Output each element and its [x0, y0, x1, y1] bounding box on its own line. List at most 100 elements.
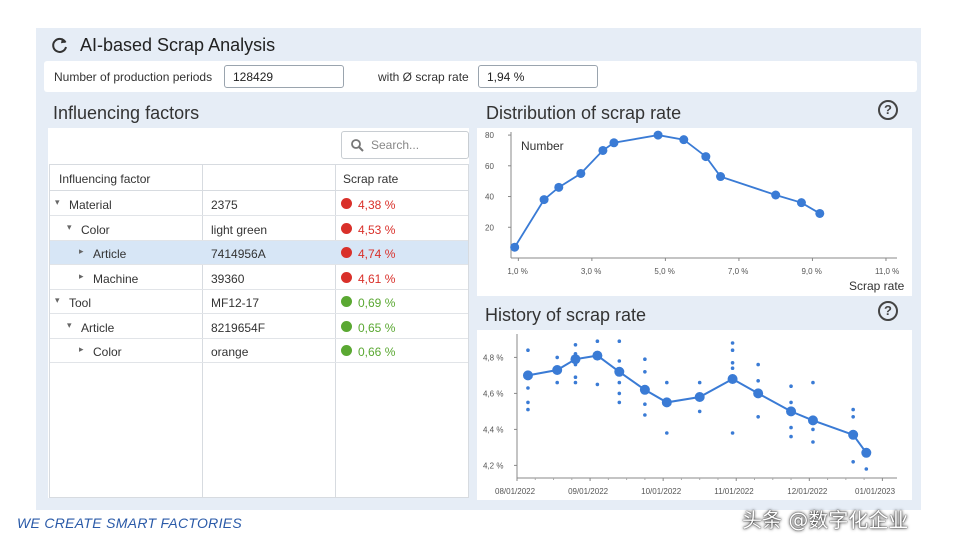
history-scatter-point — [697, 380, 702, 385]
history-trend-point[interactable] — [786, 406, 797, 417]
x-tick-label: 3,0 % — [581, 267, 601, 276]
history-trend-point[interactable] — [552, 365, 563, 375]
help-icon[interactable]: ? — [878, 301, 898, 321]
history-scatter-point — [730, 361, 735, 365]
table-row[interactable]: ▾ Article 8219654F 0,65 % — [50, 315, 468, 339]
expand-caret-icon[interactable]: ▸ — [79, 344, 84, 354]
x-axis-label: Scrap rate — [849, 279, 905, 293]
y-tick-label: 4,6 % — [483, 389, 503, 398]
history-scatter-point — [617, 339, 622, 343]
factor-value: 39360 — [211, 271, 245, 286]
history-scatter-point — [789, 425, 793, 430]
factor-value: orange — [211, 345, 249, 359]
history-scatter-point — [526, 386, 530, 390]
factor-name: Color — [81, 222, 110, 237]
col-header-factor[interactable]: Influencing factor — [59, 172, 151, 186]
search-placeholder: Search... — [371, 138, 420, 152]
periods-field[interactable]: 128429 — [224, 65, 344, 88]
history-title: History of scrap rate — [485, 305, 647, 325]
scrap-rate-value: 4,61 % — [358, 271, 396, 286]
table-row[interactable]: ▸ Article 7414956A 4,74 % — [50, 241, 468, 265]
x-tick-label: 11/01/2022 — [714, 487, 754, 496]
help-icon[interactable]: ? — [878, 100, 898, 120]
scrap-rate-value: 0,69 % — [358, 296, 396, 310]
history-scatter-point — [643, 370, 647, 374]
distribution-point[interactable] — [771, 190, 781, 200]
history-scatter-point — [730, 366, 735, 370]
factor-name: Article — [93, 247, 127, 261]
expand-caret-icon[interactable]: ▾ — [67, 319, 72, 330]
table-row[interactable]: ▸ Machine 39360 4,61 % — [50, 266, 468, 290]
history-trend-point[interactable] — [848, 429, 859, 440]
distribution-point[interactable] — [554, 182, 564, 192]
scrap-rate-value: 0,65 % — [358, 320, 396, 335]
history-scatter-point — [595, 382, 600, 387]
history-scatter-point — [730, 431, 735, 435]
history-trend-point[interactable] — [614, 366, 625, 377]
history-trend-point[interactable] — [753, 388, 764, 399]
history-trend-point[interactable] — [592, 350, 603, 361]
expand-caret-icon[interactable]: ▾ — [55, 295, 60, 305]
history-trend-point[interactable] — [570, 354, 581, 365]
history-trend-point[interactable] — [522, 370, 533, 381]
distribution-point[interactable] — [609, 138, 619, 148]
distribution-point[interactable] — [815, 208, 825, 218]
distribution-point[interactable] — [796, 198, 806, 208]
status-dot — [341, 247, 352, 258]
y-tick-label: 4,2 % — [483, 461, 503, 470]
history-trend-point[interactable] — [694, 392, 705, 402]
history-scatter-point — [617, 380, 622, 385]
refresh-icon[interactable] — [50, 35, 70, 55]
y-axis-label: Number — [521, 139, 564, 153]
history-scatter-point — [851, 407, 855, 412]
status-dot — [341, 296, 352, 307]
y-tick-label: 80 — [485, 131, 494, 140]
expand-caret-icon[interactable]: ▸ — [79, 270, 84, 281]
factor-name: Article — [81, 320, 115, 335]
expand-caret-icon[interactable]: ▾ — [67, 221, 72, 232]
distribution-point[interactable] — [576, 168, 586, 178]
status-dot — [341, 222, 352, 234]
distribution-point[interactable] — [716, 172, 726, 182]
history-trend-point[interactable] — [861, 447, 872, 458]
factor-value: 7414956A — [211, 247, 266, 261]
history-scatter-point — [643, 402, 647, 406]
status-dot — [341, 198, 352, 209]
distribution-point[interactable] — [598, 145, 608, 155]
factor-value: MF12-17 — [211, 296, 260, 310]
history-trend-point[interactable] — [807, 415, 818, 426]
factor-value: 8219654F — [211, 320, 266, 335]
history-scatter-point — [697, 409, 702, 414]
history-trend-point[interactable] — [661, 397, 672, 408]
history-scatter-point — [555, 380, 559, 385]
factors-title: Influencing factors — [53, 103, 200, 123]
distribution-point[interactable] — [510, 242, 520, 252]
distribution-point[interactable] — [701, 152, 711, 162]
history-trend-point[interactable] — [727, 374, 738, 384]
app-header: AI-based Scrap Analysis — [50, 32, 275, 58]
distribution-point[interactable] — [653, 130, 663, 140]
history-trend-point[interactable] — [639, 384, 650, 395]
avg-scrap-field[interactable]: 1,94 % — [478, 65, 598, 88]
distribution-point[interactable] — [679, 135, 689, 145]
x-tick-label: 7,0 % — [728, 267, 748, 276]
history-scatter-point — [851, 415, 855, 419]
distribution-point[interactable] — [539, 195, 549, 205]
search-input[interactable]: Search... — [341, 131, 469, 159]
col-header-rate[interactable]: Scrap rate — [343, 172, 399, 186]
table-row[interactable]: ▾ Tool MF12-17 0,69 % — [50, 290, 468, 314]
factor-value: 2375 — [211, 198, 238, 212]
expand-caret-icon[interactable]: ▾ — [55, 197, 60, 207]
history-scatter-point — [643, 413, 647, 417]
history-scatter-point — [811, 380, 815, 385]
x-tick-label: 1,0 % — [507, 267, 527, 276]
history-scatter-point — [665, 431, 669, 435]
expand-caret-icon[interactable]: ▸ — [79, 246, 84, 256]
history-scatter-point — [789, 384, 793, 388]
table-row[interactable]: ▾ Color light green 4,53 % — [50, 217, 468, 241]
history-scatter-point — [617, 391, 622, 396]
history-scatter-point — [526, 400, 530, 405]
table-row[interactable]: ▸ Color orange 0,66 % — [50, 339, 468, 363]
scrap-rate-value: 4,74 % — [358, 247, 396, 261]
table-row[interactable]: ▾ Material 2375 4,38 % — [50, 192, 468, 216]
